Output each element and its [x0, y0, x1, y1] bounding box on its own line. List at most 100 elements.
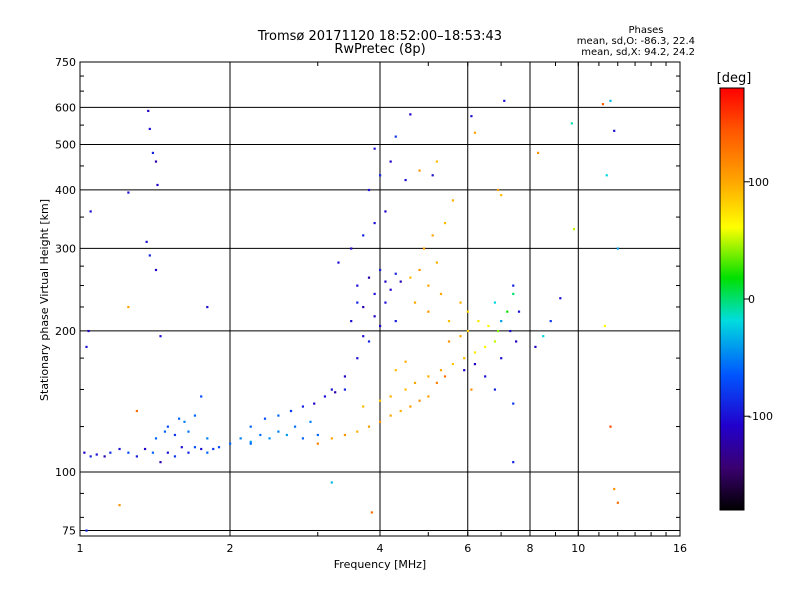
stats-heading: Phases [628, 25, 663, 36]
data-point [447, 340, 451, 343]
data-point [151, 151, 155, 155]
colorbar-tick-label: 0 [748, 293, 755, 306]
y-tick-label: 100 [55, 466, 76, 479]
data-point [145, 240, 148, 243]
data-point [409, 276, 412, 279]
data-point [515, 340, 518, 343]
data-point [285, 433, 288, 437]
data-point [206, 305, 209, 309]
data-point [418, 169, 421, 172]
data-point [337, 261, 340, 264]
data-point [249, 425, 252, 428]
data-point [609, 99, 612, 102]
data-point [466, 329, 469, 333]
data-point [447, 320, 451, 323]
data-point [473, 131, 477, 134]
stats-line-x: mean, sd,X: 94.2, 24.2 [581, 47, 695, 58]
data-point [431, 174, 434, 177]
data-point [609, 425, 612, 428]
data-point [183, 420, 186, 423]
data-point [389, 160, 392, 163]
data-point [87, 329, 90, 333]
data-point [156, 183, 159, 187]
data-point [343, 433, 347, 437]
data-point [413, 381, 417, 384]
data-point [159, 461, 162, 464]
data-point [200, 395, 203, 398]
data-point [484, 375, 487, 378]
data-point [542, 335, 545, 338]
data-point [85, 345, 88, 348]
data-point [277, 414, 280, 417]
colorbar-ticks: 100 0 -100 [744, 176, 773, 423]
y-tick-label: 400 [55, 184, 76, 197]
data-point [409, 113, 412, 116]
data-point [459, 301, 462, 304]
data-point [435, 381, 438, 384]
data-point [536, 151, 540, 155]
data-point [477, 320, 480, 323]
x-tick-label: 6 [464, 542, 471, 555]
data-point [217, 446, 221, 449]
data-point [559, 297, 562, 300]
data-point [239, 437, 242, 440]
data-point [431, 234, 434, 237]
data-point [616, 247, 619, 250]
data-point [439, 369, 443, 372]
data-point [109, 451, 112, 454]
data-point [249, 442, 252, 445]
data-point [399, 280, 402, 283]
data-point [343, 388, 347, 391]
data-point [435, 160, 438, 163]
data-point [418, 268, 421, 272]
data-point [163, 430, 167, 433]
data-point [259, 433, 262, 437]
data-point [379, 268, 382, 272]
data-point [394, 369, 397, 372]
data-point [89, 455, 92, 458]
data-point [512, 284, 515, 287]
data-point [193, 414, 197, 417]
data-point [173, 455, 177, 458]
data-point [362, 335, 365, 338]
data-point [484, 345, 487, 348]
stats-line-o: mean, sd,O: -86.3, 22.4 [577, 36, 695, 47]
y-tick-label: 75 [62, 525, 76, 538]
y-axis-ticks: 75 100 200 300 400 500 600 750 [55, 56, 680, 538]
colorbar-label: [deg] [717, 71, 752, 86]
data-point [389, 395, 392, 398]
data-point [487, 324, 490, 328]
data-point [384, 301, 387, 304]
x-tick-label: 16 [673, 542, 687, 555]
data-point [370, 511, 373, 514]
data-point [603, 324, 606, 328]
data-point [249, 440, 252, 443]
data-point [389, 414, 392, 417]
y-tick-label: 300 [55, 242, 76, 255]
data-point [512, 402, 515, 405]
data-point [373, 292, 376, 296]
data-point [362, 305, 365, 309]
data-point [413, 301, 417, 304]
data-point [506, 310, 509, 313]
y-tick-label: 600 [55, 101, 76, 114]
y-tick-label: 500 [55, 138, 76, 151]
chart-title: Tromsø 20171120 18:52:00–18:53:43 [257, 29, 502, 44]
data-point [613, 129, 616, 132]
data-point [206, 451, 209, 454]
colorbar-tick-label: 100 [748, 176, 769, 189]
data-point [570, 122, 573, 125]
data-point [350, 247, 353, 250]
data-point [493, 388, 497, 391]
data-point [356, 357, 359, 360]
data-point [451, 363, 455, 366]
data-point [379, 174, 382, 177]
data-point [512, 461, 515, 464]
data-point [379, 420, 382, 423]
chart-subtitle: RwPretec (8p) [334, 42, 425, 57]
data-point [473, 363, 477, 366]
data-point [493, 340, 497, 343]
data-point [379, 324, 382, 328]
data-point [473, 351, 477, 354]
data-point [289, 409, 293, 413]
